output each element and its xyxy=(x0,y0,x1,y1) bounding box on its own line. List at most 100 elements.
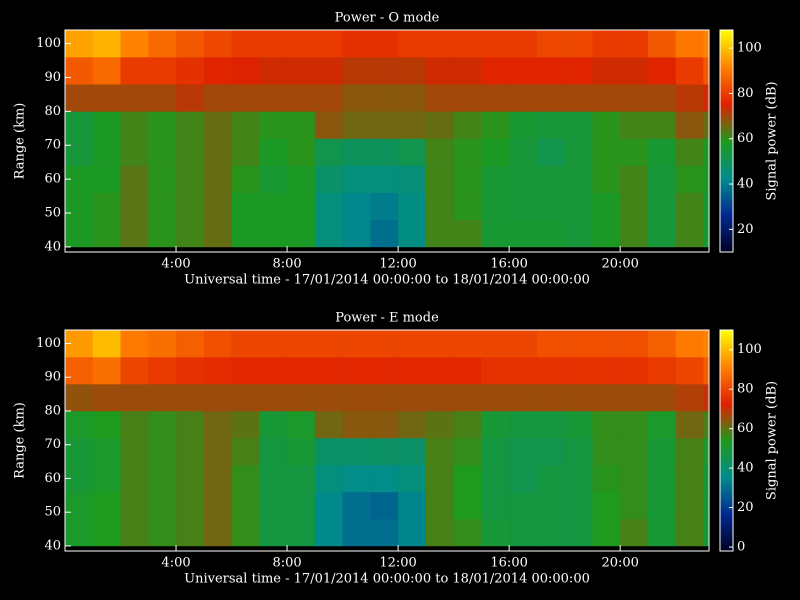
heatmap-cell xyxy=(536,356,565,385)
colorbar-tick-label: 60 xyxy=(737,421,754,436)
colorbar-swatch xyxy=(720,342,733,345)
heatmap-cell xyxy=(120,165,149,193)
colorbar-swatch xyxy=(720,484,733,488)
y-tick-label: 40 xyxy=(44,538,61,553)
colorbar-swatch xyxy=(720,512,733,516)
colorbar-swatch xyxy=(720,414,733,417)
colorbar-swatch xyxy=(720,211,733,215)
colorbar-swatch xyxy=(720,534,733,538)
heatmap-cell xyxy=(314,464,343,493)
colorbar-swatch xyxy=(720,118,733,122)
heatmap-cell xyxy=(287,383,316,412)
heatmap-cell xyxy=(398,491,427,520)
colorbar-swatch xyxy=(720,225,733,229)
heatmap-cell xyxy=(342,30,371,58)
colorbar-swatch xyxy=(720,416,733,419)
heatmap-cell xyxy=(564,165,593,193)
colorbar-swatch xyxy=(720,352,733,355)
heatmap-cell xyxy=(120,464,149,493)
heatmap-cell xyxy=(675,491,704,520)
heatmap-cell xyxy=(703,330,710,358)
heatmap-cell xyxy=(92,330,121,358)
heatmap-cell xyxy=(425,111,454,139)
heatmap-cell xyxy=(370,356,399,385)
x-tick-label: 12:00 xyxy=(379,257,416,272)
y-tick-label: 60 xyxy=(44,172,61,187)
heatmap-cell xyxy=(425,383,454,412)
heatmap-cell xyxy=(259,356,288,385)
colorbar-swatch xyxy=(720,384,733,387)
heatmap-cell xyxy=(314,192,343,221)
colorbar-swatch xyxy=(720,70,733,73)
heatmap-cell xyxy=(342,410,371,439)
colorbar-swatch xyxy=(720,145,733,148)
heatmap-cell xyxy=(620,84,649,112)
heatmap-cell xyxy=(453,330,482,358)
heatmap-cell xyxy=(259,464,288,493)
heatmap-cell xyxy=(647,111,676,139)
colorbar-swatch xyxy=(720,181,733,184)
heatmap-cell xyxy=(148,219,177,248)
heatmap-cell xyxy=(259,219,288,248)
heatmap-cell xyxy=(231,491,260,520)
colorbar-swatch xyxy=(720,191,733,194)
colorbar-swatch xyxy=(720,500,733,504)
heatmap-cell xyxy=(564,383,593,412)
colorbar-swatch xyxy=(720,446,733,449)
heatmap-cell xyxy=(703,410,710,439)
colorbar-swatch xyxy=(720,219,733,223)
heatmap-cell xyxy=(592,491,621,520)
heatmap-cell xyxy=(231,356,260,385)
colorbar-swatch xyxy=(720,60,733,63)
heatmap-cell xyxy=(370,219,399,248)
heatmap-cell xyxy=(398,192,427,221)
heatmap-cell xyxy=(176,410,205,439)
colorbar-swatch xyxy=(720,420,733,423)
heatmap-cell xyxy=(203,165,232,193)
colorbar-swatch xyxy=(720,476,733,480)
colorbar-swatch xyxy=(720,508,733,512)
colorbar-swatch xyxy=(720,536,733,540)
heatmap-cell xyxy=(287,491,316,520)
y-tick-label: 70 xyxy=(44,138,61,153)
colorbar-swatch xyxy=(720,58,733,61)
heatmap-cell xyxy=(259,518,288,547)
colorbar-tick-label: 0 xyxy=(737,540,745,555)
heatmap-cell xyxy=(481,84,510,112)
colorbar-swatch xyxy=(720,510,733,514)
heatmap-cell xyxy=(176,111,205,139)
colorbar-swatch xyxy=(720,364,733,367)
heatmap-cell xyxy=(148,138,177,166)
heatmap-cell xyxy=(342,491,371,520)
heatmap-cell xyxy=(453,84,482,112)
heatmap-cell xyxy=(564,518,593,547)
heatmap-cell xyxy=(148,57,177,85)
heatmap-cell xyxy=(592,464,621,493)
colorbar-swatch xyxy=(720,370,733,373)
heatmap-cell xyxy=(481,30,510,58)
heatmap-cell xyxy=(675,437,704,466)
heatmap-cell xyxy=(398,165,427,193)
y-tick-label: 80 xyxy=(44,403,61,418)
heatmap-cell xyxy=(620,330,649,358)
heatmap-cell xyxy=(148,437,177,466)
heatmap-cell xyxy=(148,111,177,139)
colorbar-swatch xyxy=(720,334,733,337)
colorbar-swatch xyxy=(720,346,733,349)
heatmap-cell xyxy=(120,410,149,439)
heatmap-cell xyxy=(370,437,399,466)
heatmap-cell xyxy=(342,356,371,385)
heatmap-cell xyxy=(370,330,399,358)
heatmap-cell xyxy=(509,165,538,193)
heatmap-cell xyxy=(259,111,288,139)
colorbar-swatch xyxy=(720,524,733,528)
heatmap-cell xyxy=(148,30,177,58)
colorbar-swatch xyxy=(720,410,733,413)
colorbar-swatch xyxy=(720,360,733,363)
colorbar-swatch xyxy=(720,532,733,536)
heatmap-cell xyxy=(398,518,427,547)
colorbar-tick-label: 80 xyxy=(737,86,754,101)
colorbar-label: Signal power (dB) xyxy=(765,81,780,200)
heatmap-cell xyxy=(92,491,121,520)
